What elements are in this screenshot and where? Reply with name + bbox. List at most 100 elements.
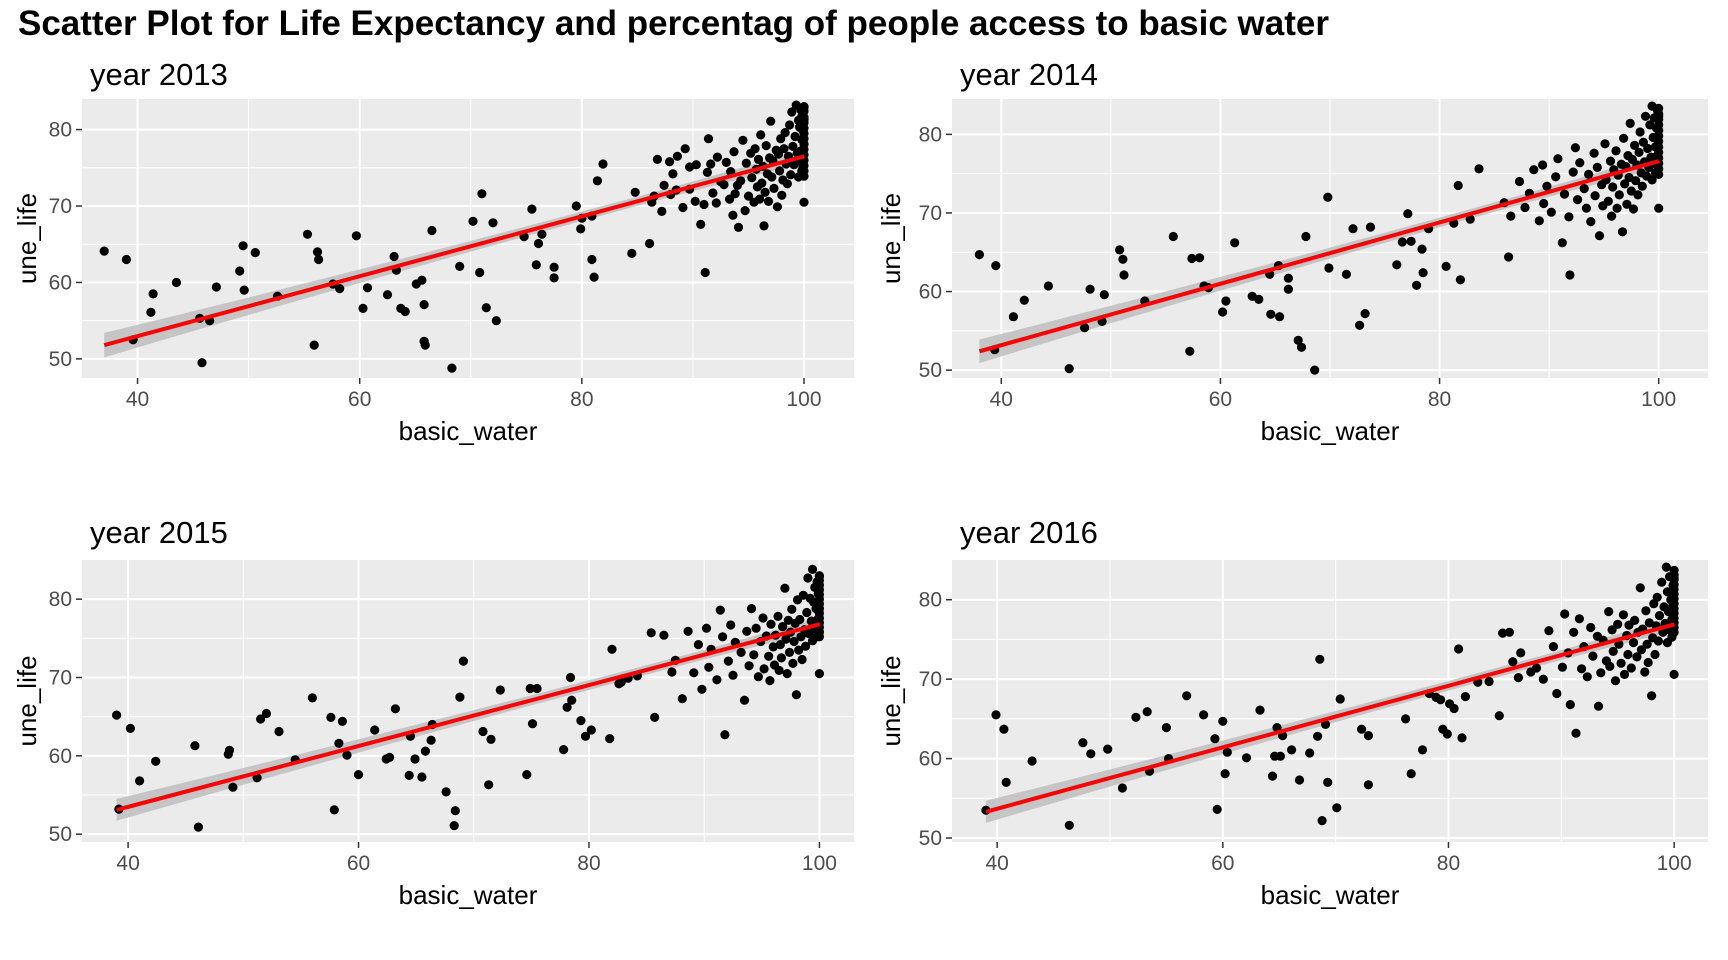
data-point <box>1534 216 1544 226</box>
data-point <box>1571 728 1581 738</box>
y-tick-label: 60 <box>919 748 942 771</box>
data-point <box>370 725 380 735</box>
data-point <box>1611 146 1621 156</box>
data-point <box>1590 191 1600 201</box>
data-point <box>787 107 797 117</box>
data-point <box>778 622 788 632</box>
data-point <box>1630 615 1640 625</box>
data-point <box>358 303 368 313</box>
confidence-band <box>979 153 1659 364</box>
data-point <box>646 628 656 638</box>
data-point <box>1348 224 1358 234</box>
data-point <box>427 225 437 236</box>
data-point <box>1293 335 1303 345</box>
data-point <box>1266 309 1276 319</box>
data-point <box>121 254 131 265</box>
data-point <box>765 676 775 686</box>
data-point <box>751 623 761 633</box>
data-point <box>1614 190 1624 200</box>
x-tick-label: 40 <box>990 388 1013 411</box>
data-point <box>699 199 709 210</box>
data-point <box>1267 771 1278 781</box>
data-point <box>1565 700 1575 710</box>
data-point <box>592 176 603 186</box>
data-point <box>801 641 811 651</box>
data-point <box>1442 729 1452 739</box>
data-point <box>1043 281 1053 291</box>
data-point <box>1161 723 1171 733</box>
data-point <box>1335 694 1345 704</box>
data-point <box>1633 190 1643 200</box>
data-point <box>1185 346 1195 356</box>
data-point <box>712 152 723 162</box>
data-point <box>1640 111 1651 121</box>
plot-background <box>952 560 1708 842</box>
data-point <box>657 206 667 216</box>
data-point <box>1360 309 1370 319</box>
data-point <box>404 770 414 780</box>
data-point <box>814 632 825 642</box>
data-point <box>1406 236 1416 246</box>
y-tick-label: 80 <box>49 588 72 611</box>
data-point <box>697 684 707 694</box>
data-point <box>571 201 581 211</box>
data-point <box>814 669 825 679</box>
data-point <box>1080 323 1090 333</box>
data-point <box>417 772 427 782</box>
data-point <box>420 746 430 756</box>
data-point <box>1454 644 1464 654</box>
data-point <box>1548 642 1558 652</box>
x-tick-label: 60 <box>1209 388 1232 411</box>
data-point <box>1504 627 1514 637</box>
data-point <box>701 623 712 633</box>
data-point <box>1628 204 1639 214</box>
data-point <box>650 712 660 722</box>
data-point <box>974 250 984 260</box>
data-point <box>1332 803 1342 813</box>
x-tick-label: 80 <box>1428 388 1451 411</box>
data-point <box>419 300 429 310</box>
data-point <box>1119 270 1129 280</box>
x-axis-label: basic_water <box>1261 880 1400 910</box>
data-point <box>814 571 825 581</box>
data-point <box>703 134 714 144</box>
data-point <box>702 167 713 177</box>
data-point <box>567 695 577 705</box>
data-point <box>484 780 494 790</box>
data-point <box>99 246 109 256</box>
data-point <box>351 231 361 241</box>
data-point <box>559 745 569 755</box>
data-point <box>789 636 799 647</box>
data-point <box>680 144 690 154</box>
data-point <box>1287 745 1297 755</box>
data-point <box>991 710 1001 720</box>
data-point <box>766 619 776 629</box>
x-axis-label: basic_water <box>1261 416 1400 446</box>
data-point <box>1494 711 1504 721</box>
data-point <box>1406 769 1416 779</box>
data-point <box>1365 222 1376 232</box>
data-point <box>691 160 701 170</box>
data-point <box>1305 748 1315 758</box>
data-point <box>693 640 704 650</box>
data-point <box>135 776 145 786</box>
data-point <box>1622 199 1632 209</box>
data-point <box>390 704 400 714</box>
data-point <box>1449 703 1459 714</box>
data-point <box>400 306 410 317</box>
data-point <box>718 632 728 642</box>
data-point <box>712 675 722 685</box>
data-point <box>1581 203 1591 213</box>
data-point <box>1586 217 1596 227</box>
data-point <box>238 241 248 251</box>
data-point <box>1504 252 1514 262</box>
data-point <box>1103 744 1113 754</box>
x-tick-label: 100 <box>786 388 821 411</box>
data-point <box>759 664 769 674</box>
data-point <box>449 821 459 831</box>
data-point <box>455 261 465 271</box>
data-point <box>1417 244 1427 254</box>
data-point <box>739 695 750 705</box>
data-point <box>755 194 765 204</box>
data-point <box>1574 614 1584 624</box>
